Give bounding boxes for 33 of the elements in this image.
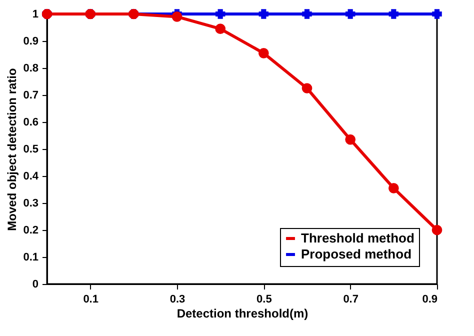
y-tick-label: 0.7 bbox=[23, 90, 38, 102]
point bbox=[432, 224, 442, 236]
y-tick-label: 0.2 bbox=[23, 224, 38, 236]
point bbox=[215, 9, 226, 19]
y-tick-label: 0.1 bbox=[23, 252, 38, 264]
y-axis-title: Moved object detection ratio bbox=[5, 68, 20, 231]
y-tick-label: 0.6 bbox=[23, 116, 38, 128]
legend-label: Proposed method bbox=[301, 246, 412, 262]
point bbox=[388, 9, 399, 19]
y-tick-label: 0.8 bbox=[23, 62, 38, 74]
y-tick-label: 0.5 bbox=[23, 144, 38, 156]
point bbox=[345, 9, 356, 19]
point bbox=[302, 9, 312, 19]
point bbox=[345, 134, 356, 145]
x-tick-label: 0.1 bbox=[83, 294, 98, 306]
point bbox=[388, 182, 399, 194]
point bbox=[258, 48, 269, 58]
y-tick-label: 1 bbox=[32, 8, 38, 20]
point bbox=[215, 24, 226, 34]
point bbox=[258, 9, 269, 19]
point bbox=[172, 12, 182, 22]
x-tick-label: 0.5 bbox=[256, 294, 272, 306]
x-tick-label: 0.7 bbox=[343, 294, 358, 306]
x-tick-label: 0.9 bbox=[422, 294, 438, 306]
y-tick-label: 0.9 bbox=[23, 36, 38, 48]
x-axis-title: Detection threshold(m) bbox=[176, 306, 308, 320]
y-tick-label: 0.3 bbox=[23, 198, 38, 210]
legend-label: Threshold method bbox=[301, 230, 414, 246]
y-tick-label: 0.4 bbox=[23, 170, 40, 182]
y-tick-label: 0 bbox=[32, 278, 38, 290]
point bbox=[432, 9, 442, 19]
point bbox=[302, 83, 312, 94]
x-tick-label: 0.3 bbox=[170, 294, 186, 306]
